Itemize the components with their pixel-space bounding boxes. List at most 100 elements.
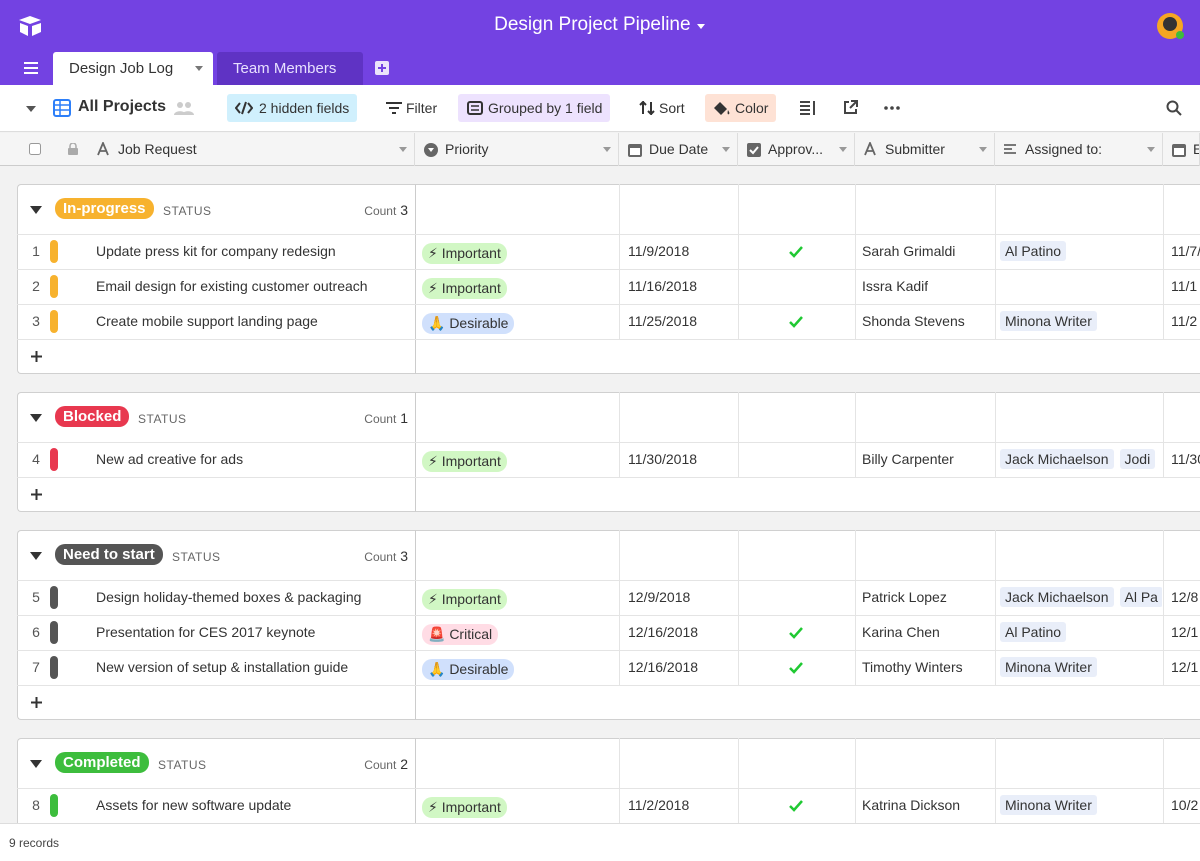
view-name[interactable]: All Projects — [78, 98, 167, 115]
tab[interactable]: Team Members — [217, 52, 363, 85]
assigned-cell[interactable]: Jack Michaelson Jodi — [1000, 442, 1162, 477]
job-request[interactable]: Update press kit for company redesign — [96, 243, 336, 259]
add-tab-icon[interactable] — [375, 61, 389, 75]
base-title[interactable]: Design Project Pipeline — [0, 14, 1200, 36]
approved-check[interactable] — [789, 627, 803, 639]
approved-check[interactable] — [789, 800, 803, 812]
due-date[interactable]: 12/16/2018 — [628, 659, 699, 675]
submitter[interactable]: Karina Chen — [862, 624, 940, 640]
filter-button[interactable]: Filter — [378, 94, 445, 122]
submitter[interactable]: Shonda Stevens — [862, 313, 965, 329]
column-divider — [619, 738, 620, 823]
assignee-chip: Al Patino — [1000, 241, 1067, 261]
group-count-value: 2 — [400, 756, 408, 772]
approved-check[interactable] — [789, 316, 803, 328]
job-request[interactable]: New version of setup & installation guid… — [96, 659, 349, 675]
tab-active[interactable]: Design Job Log — [53, 52, 213, 85]
search-icon[interactable] — [1166, 100, 1182, 116]
job-request[interactable]: New ad creative for ads — [96, 451, 244, 467]
priority-cell[interactable]: 🙏 Desirable — [422, 304, 515, 339]
submitter[interactable]: Katrina Dickson — [862, 797, 961, 813]
column-header[interactable]: Submitter — [855, 133, 995, 166]
due-date[interactable]: 11/2/2018 — [628, 797, 690, 813]
field-type-icon — [864, 142, 876, 156]
priority-cell[interactable]: 🚨 Critical — [422, 615, 499, 650]
submitter[interactable]: Sarah Grimaldi — [862, 243, 956, 259]
priority-cell[interactable]: ⚡ Important — [422, 234, 507, 269]
logo[interactable] — [17, 14, 43, 38]
column-header[interactable]: Approv... — [738, 133, 855, 166]
button-label: Grouped by 1 field — [488, 100, 603, 116]
approved-check[interactable] — [789, 246, 803, 258]
priority-cell[interactable]: ⚡ Important — [422, 580, 507, 615]
add-record[interactable] — [31, 697, 42, 708]
truncated-date: 11/2 — [1171, 313, 1198, 329]
due-date[interactable]: 12/9/2018 — [628, 589, 691, 605]
record-count: 9 records — [9, 836, 60, 850]
sort-button[interactable]: Sort — [631, 94, 693, 122]
group-collapse-caret[interactable] — [30, 206, 42, 214]
job-request[interactable]: Presentation for CES 2017 keynote — [96, 624, 316, 640]
due-date[interactable]: 11/9/2018 — [628, 243, 690, 259]
column-header[interactable]: E — [1163, 133, 1200, 166]
column-divider — [738, 184, 739, 339]
assigned-cell[interactable] — [1000, 269, 1162, 304]
job-request[interactable]: Assets for new software update — [96, 797, 292, 813]
due-date[interactable]: 12/16/2018 — [628, 624, 699, 640]
column-header[interactable]: Due Date — [619, 133, 738, 166]
assignee-chip: Al Pa — [1119, 587, 1162, 607]
priority-cell[interactable]: 🙏 Desirable — [422, 650, 515, 685]
due-date[interactable]: 11/25/2018 — [628, 313, 698, 329]
avatar[interactable] — [1156, 12, 1184, 40]
submitter[interactable]: Issra Kadif — [862, 278, 929, 294]
priority-cell[interactable]: ⚡ Important — [422, 788, 507, 823]
assigned-cell[interactable]: Minona Writer — [1000, 650, 1162, 685]
priority-chip: ⚡ Important — [422, 451, 507, 472]
column-header[interactable]: Job Request — [0, 133, 415, 166]
group-label: In-progress — [63, 200, 146, 217]
hidden-fields-button[interactable]: 2 hidden fields — [227, 94, 358, 122]
assignee-chip: Jodi — [1119, 449, 1156, 469]
filter-icon — [386, 102, 402, 114]
row-height-icon[interactable] — [800, 101, 816, 115]
priority-cell[interactable]: ⚡ Important — [422, 269, 507, 304]
column-title: Submitter — [885, 141, 945, 157]
column-header[interactable]: Assigned to: — [995, 133, 1163, 166]
title-caret — [696, 24, 705, 29]
assigned-cell[interactable]: Jack Michaelson Al Pa — [1000, 580, 1162, 615]
priority-cell[interactable]: ⚡ Important — [422, 442, 507, 477]
add-record[interactable] — [31, 489, 42, 500]
assigned-cell[interactable]: Minona Writer — [1000, 304, 1162, 339]
icon-shape — [1147, 147, 1155, 152]
column-header[interactable]: Priority — [415, 133, 619, 166]
submitter[interactable]: Patrick Lopez — [862, 589, 947, 605]
submitter[interactable]: Timothy Winters — [862, 659, 963, 675]
group-collapse-caret[interactable] — [30, 760, 42, 768]
assigned-cell[interactable]: Minona Writer — [1000, 788, 1162, 823]
group-collapse-caret[interactable] — [30, 552, 42, 560]
menu-icon[interactable] — [24, 62, 38, 74]
job-request[interactable]: Design holiday-themed boxes & packaging — [96, 589, 362, 605]
submitter[interactable]: Billy Carpenter — [862, 451, 954, 467]
add-record[interactable] — [31, 351, 42, 362]
column-divider — [995, 184, 996, 339]
approved-check[interactable] — [789, 662, 803, 674]
due-date[interactable]: 11/16/2018 — [628, 278, 698, 294]
assignee-chip: Minona Writer — [1000, 795, 1097, 815]
group-count: Count 3 — [364, 202, 408, 218]
column-title: Priority — [445, 141, 489, 157]
icon-shape — [789, 627, 803, 639]
assigned-cell[interactable]: Al Patino — [1000, 234, 1162, 269]
assigned-cell[interactable]: Al Patino — [1000, 615, 1162, 650]
job-request[interactable]: Create mobile support landing page — [96, 313, 318, 329]
due-date[interactable]: 11/30/2018 — [628, 451, 698, 467]
group-collapse-caret[interactable] — [30, 414, 42, 422]
job-request[interactable]: Email design for existing customer outre… — [96, 278, 368, 294]
more-icon[interactable] — [884, 106, 900, 110]
view-caret[interactable] — [26, 105, 36, 113]
group-button[interactable]: Grouped by 1 field — [458, 94, 611, 122]
column-divider — [619, 392, 620, 477]
select-all-checkbox[interactable] — [29, 143, 41, 155]
share-icon[interactable] — [843, 100, 858, 115]
color-button[interactable]: Color — [705, 94, 777, 122]
